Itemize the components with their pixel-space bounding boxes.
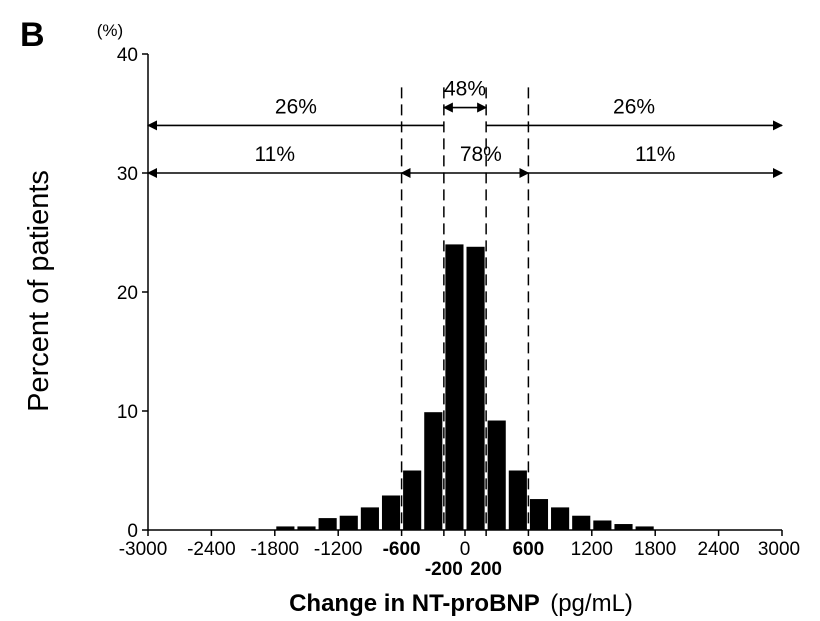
histogram-bar	[508, 470, 527, 530]
x-axis-label-main: Change in NT-proBNP	[289, 590, 540, 617]
histogram-bar	[318, 518, 337, 530]
x-tick-label: -1200	[314, 539, 363, 560]
x-tick-label: -600	[383, 539, 421, 560]
x-tick-label: 3000	[758, 539, 800, 560]
x-tick-label: 600	[513, 539, 545, 560]
histogram-bar	[466, 246, 485, 530]
x-tick-label: 1800	[634, 539, 676, 560]
y-tick-label: 10	[117, 402, 138, 423]
histogram-bar	[360, 507, 379, 530]
histogram-bar	[297, 526, 316, 530]
histogram-bar	[529, 499, 549, 530]
range-label: 48%	[444, 78, 486, 101]
histogram-bar	[572, 515, 591, 530]
x-tick-label: 1200	[571, 539, 613, 560]
y-tick-label: 40	[117, 45, 138, 66]
range-label: 26%	[613, 95, 655, 118]
x-tick-label: -1800	[250, 539, 299, 560]
reference-lines	[400, 87, 530, 530]
range-label: 11%	[635, 143, 675, 166]
histogram-bar	[424, 412, 443, 530]
x-tick-label: -200	[425, 559, 463, 580]
range-annotations: 26% 48% 26% 11% 78% 11%	[147, 78, 783, 178]
y-tick-label: 20	[117, 283, 138, 304]
y-tick-label: 30	[117, 164, 138, 185]
histogram-bar	[445, 244, 464, 530]
histogram-bar	[635, 526, 654, 530]
histogram-bar	[381, 495, 401, 530]
histogram-bar	[551, 507, 570, 530]
bars	[276, 244, 654, 530]
x-tick-label: -3000	[119, 539, 168, 560]
x-tick-label: 0	[460, 539, 471, 560]
x-tick-label: -2400	[187, 539, 236, 560]
range-label: 11%	[255, 143, 295, 166]
y-axis-label: Percent of patients	[23, 170, 55, 412]
histogram-bar	[487, 420, 506, 530]
x-axis-label-unit: (pg/mL)	[550, 590, 633, 617]
range-label: 26%	[275, 95, 317, 118]
histogram-bar	[339, 515, 358, 530]
histogram-bar	[403, 470, 422, 530]
x-axis-label: Change in NT-proBNP (pg/mL)	[289, 590, 633, 617]
y-unit-label: (%)	[97, 21, 123, 40]
panel-label: B	[20, 16, 45, 54]
range-label: 78%	[460, 143, 502, 166]
x-tick-label: 2400	[697, 539, 739, 560]
y-tick-label: 0	[127, 521, 138, 542]
histogram-bar	[593, 520, 612, 530]
histogram-bar	[276, 526, 295, 530]
x-tick-label: 200	[470, 559, 502, 580]
histogram-bar	[614, 524, 633, 530]
